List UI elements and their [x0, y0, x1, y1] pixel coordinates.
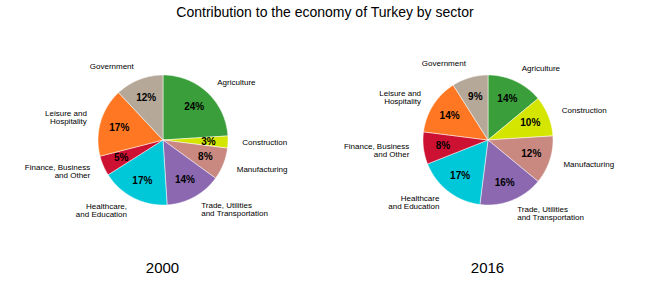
svg-text:Leisure andHospitality: Leisure andHospitality — [379, 89, 421, 106]
svg-text:14%: 14% — [497, 93, 517, 104]
html-text:Contribution to the economy of: Contribution to the economy of Turkey by… — [176, 4, 474, 20]
svg-text:24%: 24% — [184, 101, 204, 112]
svg-text:5%: 5% — [114, 152, 129, 163]
svg-text:Agriculture: Agriculture — [522, 64, 561, 73]
svg-text:16%: 16% — [495, 177, 515, 188]
svg-text:Government: Government — [90, 62, 135, 71]
svg-text:Healthcare,and Education: Healthcare,and Education — [76, 202, 127, 219]
svg-text:3%: 3% — [201, 136, 216, 147]
svg-text:12%: 12% — [136, 92, 156, 103]
svg-text:Healthcareand Education: Healthcareand Education — [388, 194, 440, 211]
svg-text:Manufacturing: Manufacturing — [237, 165, 288, 174]
html-text:2016: 2016 — [470, 259, 505, 276]
svg-text:14%: 14% — [175, 174, 195, 185]
svg-text:8%: 8% — [436, 140, 451, 151]
svg-text:Trade, Utilitiesand Transporta: Trade, Utilitiesand Transportation — [517, 205, 584, 222]
svg-text:Construction: Construction — [562, 106, 607, 115]
svg-text:Construction: Construction — [242, 138, 287, 147]
svg-text:Finance, Businessand Other: Finance, Businessand Other — [25, 163, 91, 180]
svg-text:17%: 17% — [109, 122, 129, 133]
svg-text:17%: 17% — [450, 170, 470, 181]
svg-text:Agriculture: Agriculture — [217, 78, 256, 87]
svg-text:14%: 14% — [440, 110, 460, 121]
svg-text:9%: 9% — [468, 91, 483, 102]
svg-text:Trade, Utilitiesand Transporta: Trade, Utilitiesand Transportation — [201, 201, 268, 218]
html-text:2000: 2000 — [145, 259, 180, 276]
svg-text:Manufacturing: Manufacturing — [563, 160, 614, 169]
svg-text:12%: 12% — [521, 148, 541, 159]
svg-text:Leisure andHospitality: Leisure andHospitality — [45, 109, 87, 126]
svg-text:10%: 10% — [520, 117, 540, 128]
svg-text:17%: 17% — [132, 175, 152, 186]
svg-text:8%: 8% — [198, 151, 213, 162]
svg-text:Finance, Businessand Other: Finance, Businessand Other — [344, 141, 410, 158]
svg-text:Government: Government — [422, 59, 467, 68]
